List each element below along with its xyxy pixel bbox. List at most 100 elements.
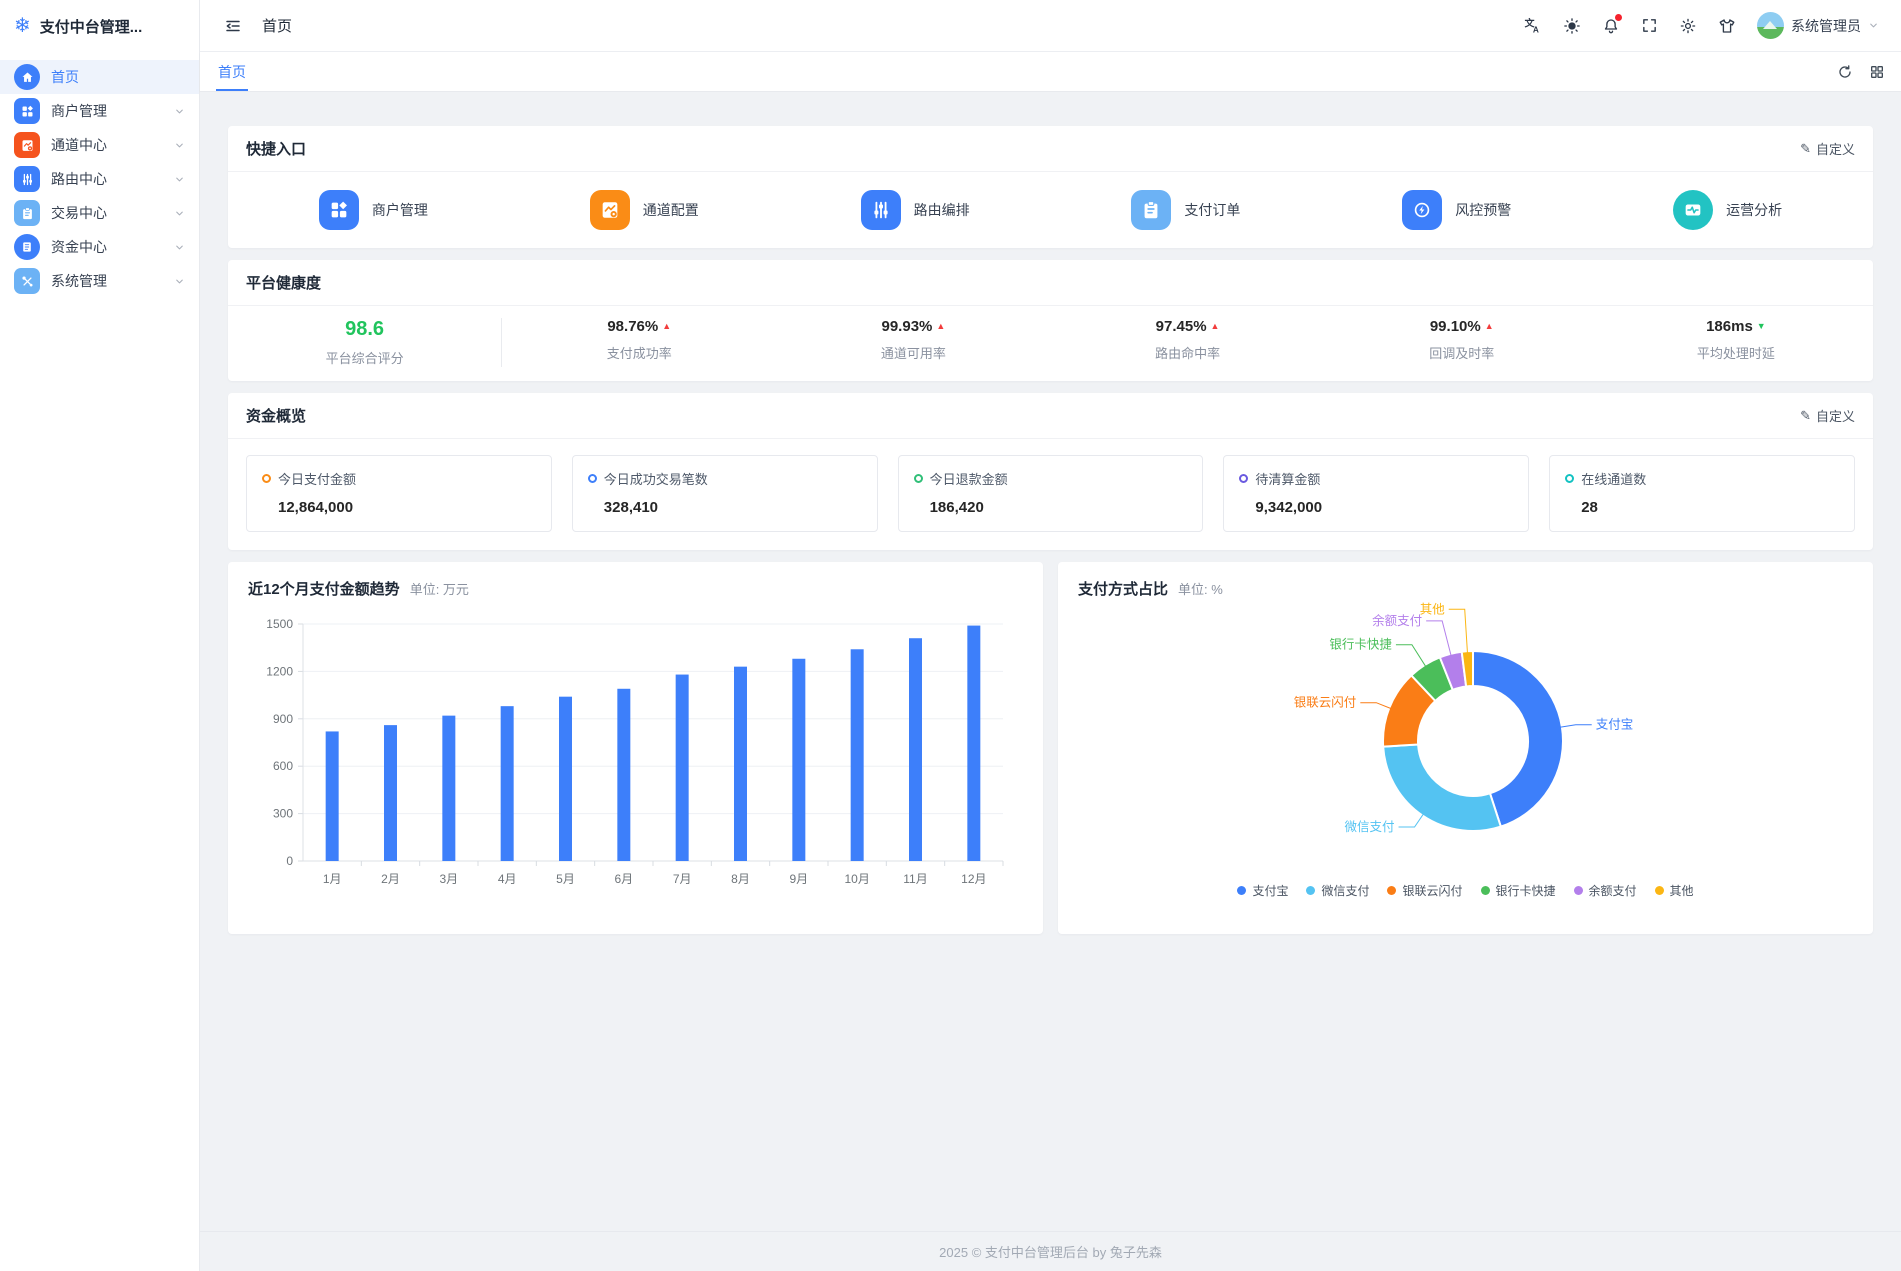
metric-platform-score: 98.6 平台综合评分 <box>228 318 503 367</box>
pie-legend: 支付宝 微信支付 银联云闪付 银行卡快捷 余额支付 其他 <box>1078 882 1853 899</box>
legend-item[interactable]: 支付宝 <box>1237 882 1288 899</box>
page-content: 快捷入口 ✎ 自定义 商户管理 <box>200 92 1901 1231</box>
pie-chart-unit: 单位: % <box>1178 582 1223 597</box>
theme-shirt-icon[interactable] <box>1718 17 1736 35</box>
svg-text:9月: 9月 <box>789 872 808 886</box>
customize-button[interactable]: ✎ 自定义 <box>1800 140 1855 158</box>
sidebar-item-route[interactable]: 路由中心 <box>0 162 199 196</box>
refresh-icon[interactable] <box>1837 64 1853 80</box>
metric-route-hit-rate: 97.45% ▲ 路由命中率 <box>1155 318 1221 361</box>
donut-chart: 支付宝 微信支付 银联云闪付 银行卡快捷 余额支付 其他 <box>1078 599 1853 880</box>
chevron-down-icon <box>174 276 185 287</box>
sidebar: ❄ 支付中台管理... 首页 商户管理 通道中心 <box>0 0 200 1271</box>
tab-bar: 首页 <box>200 52 1901 92</box>
ring-icon <box>587 474 597 483</box>
quick-entry-analysis[interactable]: 运营分析 <box>1592 190 1863 230</box>
chevron-down-icon <box>1868 20 1879 31</box>
sidebar-item-merchant[interactable]: 商户管理 <box>0 94 199 128</box>
funds-stats-row: 今日支付金额 12,864,000 今日成功交易笔数 328,410 今日退款金… <box>228 439 1873 550</box>
chevron-down-icon <box>174 208 185 219</box>
legend-item[interactable]: 银联云闪付 <box>1387 882 1463 899</box>
theme-sun-icon[interactable] <box>1563 17 1581 35</box>
avatar <box>1757 12 1784 39</box>
user-menu[interactable]: 系统管理员 <box>1757 12 1879 39</box>
svg-text:4月: 4月 <box>498 872 517 886</box>
sidebar-item-trade[interactable]: 交易中心 <box>0 196 199 230</box>
trend-down-icon: ▼ <box>1756 321 1766 331</box>
grid-layout-icon[interactable] <box>1869 64 1885 80</box>
sidebar-item-system[interactable]: 系统管理 <box>0 264 199 298</box>
svg-text:10月: 10月 <box>844 872 869 886</box>
breadcrumb: 首页 <box>262 18 293 35</box>
bar-chart-unit: 单位: 万元 <box>409 582 469 597</box>
notification-badge <box>1615 13 1622 21</box>
fullscreen-icon[interactable] <box>1641 17 1658 34</box>
merchant-icon <box>14 98 40 124</box>
quick-entry-channel-config[interactable]: 通道配置 <box>509 190 780 230</box>
stat-pending-settlement: 待清算金额 9,342,000 <box>1223 455 1530 532</box>
trend-up-icon: ▲ <box>662 321 672 331</box>
quick-entry-pay-order[interactable]: 支付订单 <box>1051 190 1322 230</box>
legend-item[interactable]: 银行卡快捷 <box>1480 882 1556 899</box>
funds-overview-title: 资金概览 <box>246 408 307 425</box>
risk-shield-icon <box>1402 190 1443 230</box>
quick-entry-row: 商户管理 通道配置 路由编排 <box>228 172 1873 248</box>
svg-text:支付宝: 支付宝 <box>1596 718 1634 732</box>
svg-text:文: 文 <box>1525 16 1535 29</box>
svg-text:1月: 1月 <box>323 872 342 886</box>
chevron-down-icon <box>174 174 185 185</box>
route-icon <box>14 166 40 192</box>
sidebar-item-home[interactable]: 首页 <box>0 60 199 94</box>
settings-gear-icon[interactable] <box>1679 17 1697 35</box>
chevron-down-icon <box>174 242 185 253</box>
sidebar-item-label: 资金中心 <box>51 239 107 255</box>
home-icon <box>14 64 40 90</box>
quick-entry-route[interactable]: 路由编排 <box>780 190 1051 230</box>
analysis-icon <box>1673 190 1714 230</box>
sidebar-item-label: 首页 <box>51 69 79 85</box>
svg-text:12月: 12月 <box>961 872 986 886</box>
customize-button[interactable]: ✎ 自定义 <box>1800 407 1855 425</box>
footer: 2025 © 支付中台管理后台 by 兔子先森 <box>200 1231 1901 1271</box>
legend-item[interactable]: 微信支付 <box>1306 882 1369 899</box>
user-name: 系统管理员 <box>1791 17 1861 34</box>
snowflake-logo-icon: ❄ <box>14 15 31 37</box>
sidebar-item-funds[interactable]: 资金中心 <box>0 230 199 264</box>
stat-today-pay-amount: 今日支付金额 12,864,000 <box>246 455 552 532</box>
svg-text:1200: 1200 <box>266 664 293 678</box>
trade-icon <box>14 200 40 226</box>
svg-text:A: A <box>1533 25 1539 35</box>
svg-text:8月: 8月 <box>731 872 750 886</box>
trend-up-icon: ▲ <box>1484 321 1494 331</box>
ring-icon <box>913 474 923 483</box>
legend-item[interactable]: 余额支付 <box>1573 882 1637 899</box>
metric-channel-availability: 99.93% ▲ 通道可用率 <box>880 318 946 361</box>
collapse-sidebar-icon[interactable] <box>224 17 242 35</box>
trend-up-icon: ▲ <box>936 321 946 331</box>
sidebar-item-channel[interactable]: 通道中心 <box>0 128 199 162</box>
notifications-bell-icon[interactable] <box>1602 13 1622 35</box>
pencil-icon: ✎ <box>1800 407 1811 423</box>
app-title: 支付中台管理... <box>39 18 143 36</box>
metric-callback-timeliness: 99.10% ▲ 回调及时率 <box>1429 318 1495 361</box>
svg-text:余额支付: 余额支付 <box>1372 613 1422 628</box>
pencil-icon: ✎ <box>1800 140 1811 156</box>
stat-online-channels: 在线通道数 28 <box>1549 455 1855 532</box>
svg-text:其他: 其他 <box>1420 602 1446 616</box>
svg-text:5月: 5月 <box>556 872 575 886</box>
tab-home[interactable]: 首页 <box>216 52 248 91</box>
quick-entry-title: 快捷入口 <box>246 141 307 158</box>
quick-entry-merchant[interactable]: 商户管理 <box>238 190 509 230</box>
legend-item[interactable]: 其他 <box>1654 882 1694 899</box>
sidebar-item-label: 通道中心 <box>51 137 107 153</box>
ring-icon <box>1239 474 1249 483</box>
stat-today-refund-amount: 今日退款金额 186,420 <box>897 455 1204 532</box>
quick-entry-risk[interactable]: 风控预警 <box>1321 190 1592 230</box>
platform-health-card: 平台健康度 98.6 平台综合评分 98.76% ▲ 支付成功率 99.93% ▲ … <box>228 260 1873 381</box>
system-icon <box>14 268 40 294</box>
health-metrics-row: 98.6 平台综合评分 98.76% ▲ 支付成功率 99.93% ▲ 通道可用率 … <box>228 306 1873 381</box>
svg-text:微信支付: 微信支付 <box>1345 820 1395 834</box>
